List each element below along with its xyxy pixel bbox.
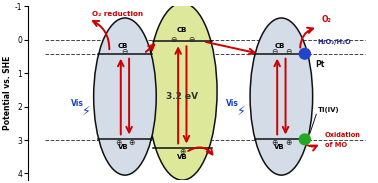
Circle shape xyxy=(299,134,310,145)
Text: CB: CB xyxy=(118,43,129,49)
Text: ⊖: ⊖ xyxy=(285,47,291,56)
Text: Oxidation: Oxidation xyxy=(325,132,361,138)
Text: ⊕: ⊕ xyxy=(179,147,186,156)
Ellipse shape xyxy=(94,18,156,175)
Text: ⊕: ⊕ xyxy=(271,138,277,147)
Ellipse shape xyxy=(250,18,313,175)
Text: Vis: Vis xyxy=(71,99,84,108)
Text: Pt: Pt xyxy=(315,60,325,69)
Text: ⊕: ⊕ xyxy=(115,138,121,147)
Text: O₂ reduction: O₂ reduction xyxy=(92,11,143,17)
Text: ⊖: ⊖ xyxy=(271,47,277,56)
Text: ⊖: ⊖ xyxy=(188,35,194,44)
Text: ⚡: ⚡ xyxy=(237,105,246,118)
Text: VB: VB xyxy=(177,154,187,160)
Text: ⊕: ⊕ xyxy=(129,138,135,147)
Text: VB: VB xyxy=(274,144,285,150)
Ellipse shape xyxy=(147,3,217,180)
Text: ⚡: ⚡ xyxy=(82,105,90,118)
Text: CB: CB xyxy=(177,27,187,33)
Text: 3.2 eV: 3.2 eV xyxy=(166,92,198,101)
Circle shape xyxy=(299,48,310,59)
Text: ⊖: ⊖ xyxy=(122,47,128,56)
Y-axis label: Potential vs. SHE: Potential vs. SHE xyxy=(3,56,12,130)
Text: ⊖: ⊖ xyxy=(170,35,177,44)
Text: of MO: of MO xyxy=(325,142,347,148)
Text: ⊕: ⊕ xyxy=(285,138,291,147)
Text: Ti(IV): Ti(IV) xyxy=(318,107,339,113)
Text: H₂O₂/H₂O: H₂O₂/H₂O xyxy=(318,39,352,45)
Text: CB: CB xyxy=(274,43,285,49)
Text: Vis: Vis xyxy=(226,99,239,108)
Text: VB: VB xyxy=(118,144,129,150)
Text: O₂: O₂ xyxy=(321,15,331,24)
